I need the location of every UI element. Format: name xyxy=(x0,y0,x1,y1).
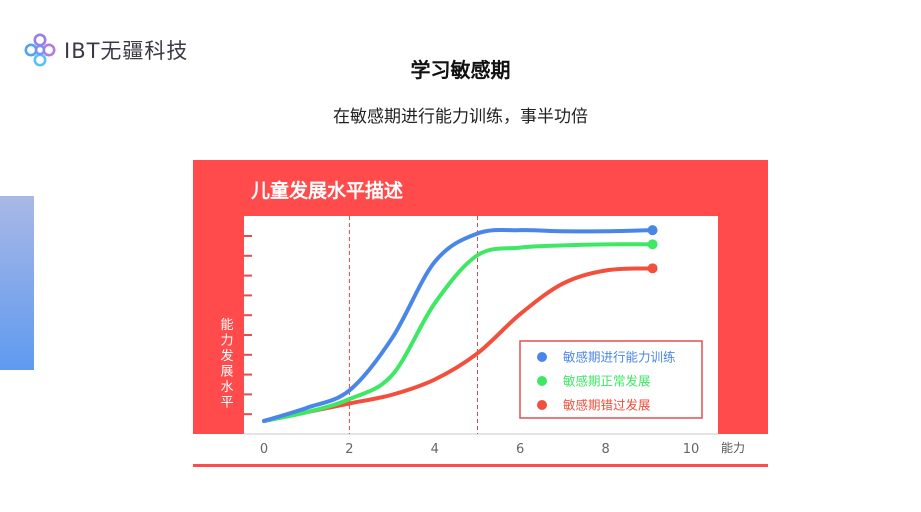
y-axis-label-char: 力 xyxy=(220,334,233,349)
x-tick-label: 2 xyxy=(345,442,353,457)
series-layer xyxy=(262,225,658,423)
series-line xyxy=(262,242,655,423)
x-tick-label: 4 xyxy=(431,442,439,457)
chart-panel: 儿童发展水平描述 0 2 4 6 8 10 能力发展水平 能力 敏感期进行能力训练 敏感期正… xyxy=(193,160,768,467)
y-axis-label-char: 发 xyxy=(220,348,233,364)
y-axis-label-char: 展 xyxy=(220,365,233,380)
y-axis-label-char: 能 xyxy=(220,318,233,333)
chart-title: 儿童发展水平描述 xyxy=(250,179,403,202)
series-end-point xyxy=(647,239,658,250)
legend-marker xyxy=(537,400,547,410)
legend-label: 敏感期正常发展 xyxy=(563,374,651,389)
x-tick-label: 6 xyxy=(516,442,524,457)
x-tick-label: 10 xyxy=(683,442,700,457)
series-end-point xyxy=(647,263,658,274)
legend-marker xyxy=(537,352,547,362)
y-axis-label-char: 水 xyxy=(220,380,233,395)
chart-axes: 0 2 4 6 8 10 xyxy=(244,235,718,457)
x-axis-strip xyxy=(193,434,768,464)
page-title: 学习敏感期 xyxy=(410,58,511,82)
x-tick-label: 0 xyxy=(260,442,268,457)
x-axis-label: 能力 xyxy=(721,441,745,455)
series-line xyxy=(262,227,655,423)
page-subtitle: 在敏感期进行能力训练，事半功倍 xyxy=(333,107,588,127)
x-tick-label: 8 xyxy=(601,442,609,457)
y-axis-label-char: 平 xyxy=(220,396,233,411)
reference-lines xyxy=(348,216,478,434)
logo-icon xyxy=(24,33,56,67)
side-decoration-bar xyxy=(0,196,34,370)
legend-label: 敏感期错过发展 xyxy=(563,398,651,413)
legend-marker xyxy=(537,376,547,386)
legend-box xyxy=(519,340,703,419)
brand-logo: IBT无疆科技 xyxy=(22,30,188,70)
series-end-point xyxy=(647,225,658,236)
legend-label: 敏感期进行能力训练 xyxy=(563,350,676,365)
logo-text: IBT无疆科技 xyxy=(64,39,189,63)
